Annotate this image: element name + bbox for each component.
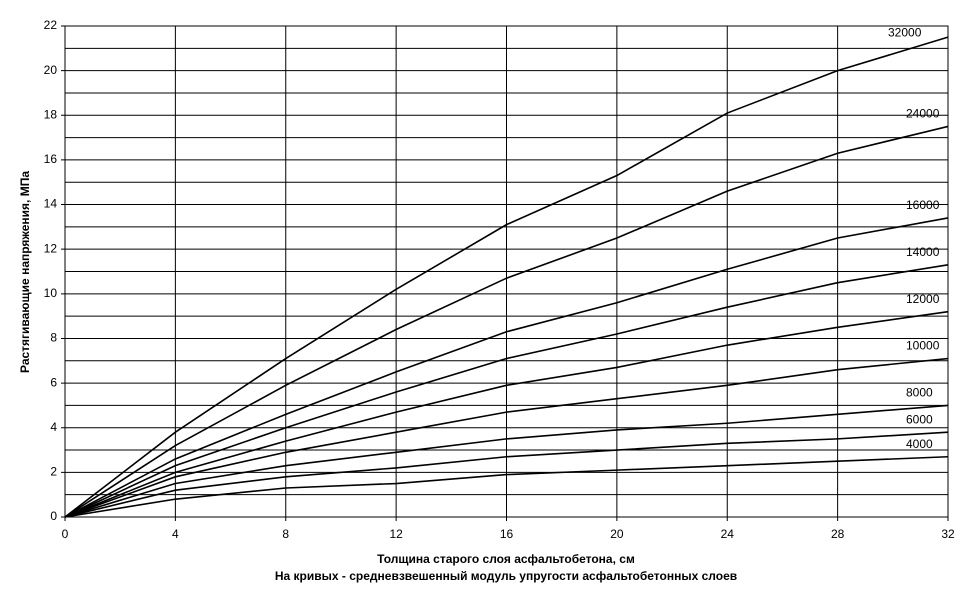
series-line [64, 125, 949, 518]
curve-label: 14000 [906, 245, 940, 259]
x-tick-label: 24 [721, 527, 735, 541]
y-tick-label: 16 [44, 152, 58, 166]
curve-label: 32000 [888, 25, 922, 39]
y-tick-label: 18 [44, 107, 58, 121]
x-tick-label: 28 [831, 527, 845, 541]
x-axis-title: Толщина старого слоя асфальтобетона, см [377, 552, 635, 566]
y-tick-label: 22 [44, 18, 58, 32]
x-tick-label: 32 [941, 527, 955, 541]
series-line [64, 404, 949, 518]
y-tick-label: 12 [44, 241, 58, 255]
y-tick-label: 6 [50, 375, 57, 389]
x-tick-label: 4 [172, 527, 179, 541]
y-tick-label: 2 [50, 465, 57, 479]
series-line [64, 357, 949, 518]
plot-frame [64, 25, 949, 518]
x-tick-label: 20 [610, 527, 624, 541]
series-line [64, 455, 949, 518]
x-tick-label: 0 [62, 527, 69, 541]
series-line [64, 36, 949, 518]
curve-label: 24000 [906, 107, 940, 121]
x-tick-label: 16 [500, 527, 514, 541]
curve-label: 4000 [906, 437, 933, 451]
y-tick-label: 0 [50, 509, 57, 523]
curve-label: 6000 [906, 412, 933, 426]
x-tick-label: 8 [282, 527, 289, 541]
curve-label: 8000 [906, 386, 933, 400]
y-tick-label: 20 [44, 63, 58, 77]
y-tick-label: 8 [50, 331, 57, 345]
curve-label: 12000 [906, 292, 940, 306]
y-tick-label: 14 [44, 197, 58, 211]
x-tick-label: 12 [389, 527, 403, 541]
y-axis-title: Растягивающие напряжения, МПа [18, 171, 32, 373]
series-line [64, 310, 949, 518]
y-tick-label: 4 [50, 420, 57, 434]
series-line [64, 431, 949, 518]
y-tick-label: 10 [44, 286, 58, 300]
x-axis-note: На кривых - средневзвешенный модуль упру… [275, 569, 737, 583]
curve-label: 10000 [906, 339, 940, 353]
curve-label: 16000 [906, 198, 940, 212]
series-line [64, 217, 949, 518]
series-line [64, 264, 949, 518]
